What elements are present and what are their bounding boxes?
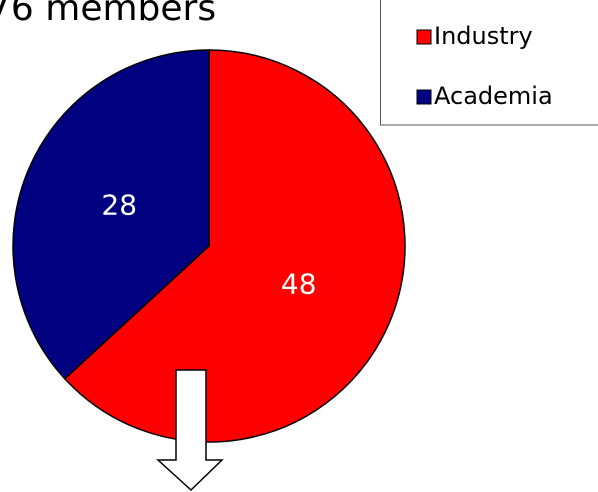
chart-title: 76 members (0, 0, 216, 29)
legend-label: Industry (434, 22, 533, 50)
data-label: 28 (101, 189, 137, 222)
pie (12, 49, 406, 443)
legend-label: Academia (434, 82, 553, 110)
data-label: 48 (281, 267, 317, 300)
pie-slice (12, 49, 210, 380)
legend-swatch (416, 89, 432, 105)
pie-slice (63, 49, 406, 443)
legend-swatch (416, 29, 432, 45)
arrow (156, 369, 224, 492)
